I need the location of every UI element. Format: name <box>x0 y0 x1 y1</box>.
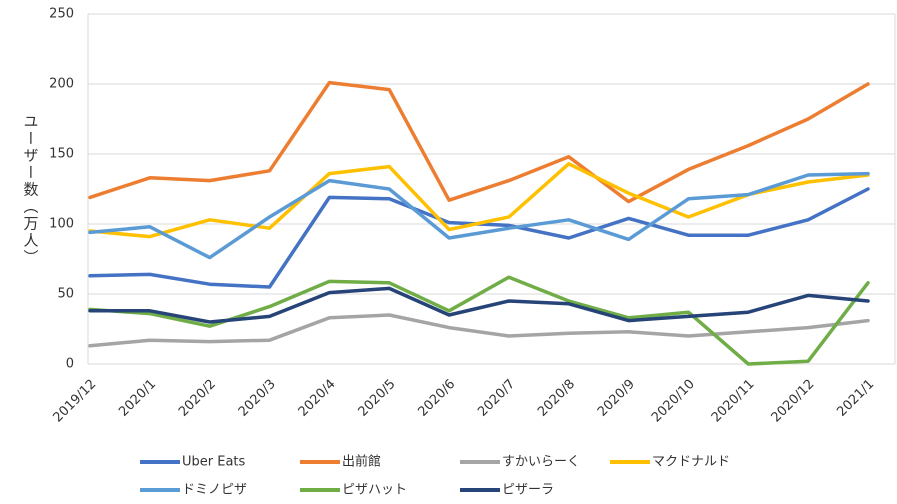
x-tick-label: 2020/7 <box>475 377 518 420</box>
x-tick-label: 2020/8 <box>535 377 578 420</box>
x-tick-label: 2020/4 <box>296 377 339 420</box>
y-tick-label: 150 <box>49 147 74 162</box>
x-tick-label: 2020/1 <box>116 377 159 420</box>
x-tick-label: 2020/11 <box>709 377 758 426</box>
x-tick-label: 2020/6 <box>415 377 458 420</box>
x-tick-label: 2019/12 <box>51 377 100 426</box>
legend-label: マクドナルド <box>652 455 730 470</box>
y-axis-label: ユーザー数（万人） <box>22 114 40 267</box>
legend-label: 出前館 <box>342 454 381 470</box>
series-line <box>88 286 870 324</box>
series-line <box>88 171 870 260</box>
legend-label: Uber Eats <box>182 455 246 470</box>
series-line <box>88 275 870 366</box>
series-line <box>88 80 870 204</box>
y-tick-label: 100 <box>49 217 74 232</box>
x-tick-label: 2020/3 <box>236 377 279 420</box>
y-tick-label: 200 <box>49 77 74 92</box>
x-tick-label: 2021/1 <box>834 377 877 420</box>
legend-label: すかいらーく <box>502 455 580 470</box>
y-tick-label: 0 <box>66 357 74 372</box>
legend-label: ドミノピザ <box>182 483 247 498</box>
series-line <box>88 313 870 348</box>
legend-label: ピザーラ <box>502 483 554 498</box>
x-tick-label: 2020/12 <box>769 377 818 426</box>
x-tick-label: 2020/2 <box>176 377 219 420</box>
y-tick-label: 50 <box>57 287 74 302</box>
series-line <box>88 187 870 289</box>
y-tick-label: 250 <box>49 7 74 22</box>
x-tick-label: 2020/9 <box>595 377 638 420</box>
x-tick-label: 2020/5 <box>356 377 399 420</box>
series-line <box>88 162 870 239</box>
x-tick-label: 2020/10 <box>649 377 698 426</box>
legend-label: ピザハット <box>342 483 407 498</box>
